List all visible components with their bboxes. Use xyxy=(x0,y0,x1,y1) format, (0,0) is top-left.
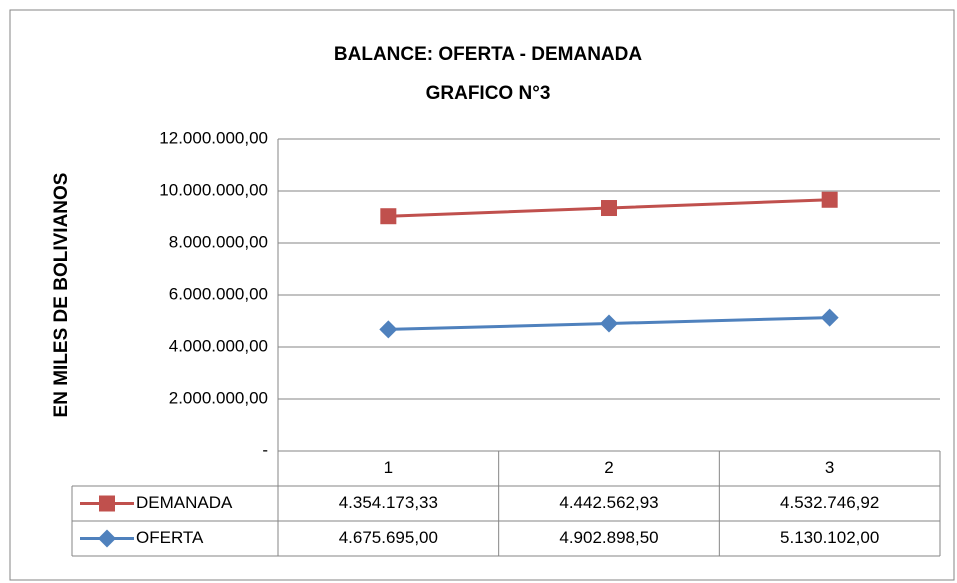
x-tick-label: 1 xyxy=(384,458,393,477)
legend-label: DEMANADA xyxy=(136,493,233,512)
data-point xyxy=(821,191,838,208)
table-value: 4.532.746,92 xyxy=(780,493,879,512)
table-value: 5.130.102,00 xyxy=(780,528,879,547)
y-tick-label: 4.000.000,00 xyxy=(169,336,268,355)
data-point xyxy=(379,320,398,339)
y-tick-label: 8.000.000,00 xyxy=(169,232,268,251)
legend-marker xyxy=(98,529,116,548)
y-tick-label: 12.000.000,00 xyxy=(159,128,268,147)
y-tick-label: 6.000.000,00 xyxy=(169,284,268,303)
table-value: 4.442.562,93 xyxy=(559,493,658,512)
data-point xyxy=(380,208,397,225)
chart-subtitle: GRAFICO N°3 xyxy=(426,83,551,104)
y-axis-label: EN MILES DE BOLIVIANOS xyxy=(51,173,72,418)
y-tick-label: 10.000.000,00 xyxy=(159,180,268,199)
data-point xyxy=(600,314,618,333)
table-value: 4.675.695,00 xyxy=(339,528,438,547)
y-tick-label: - xyxy=(262,440,268,459)
chart-title: BALANCE: OFERTA - DEMANADA xyxy=(334,44,642,65)
y-tick-label: 2.000.000,00 xyxy=(169,388,268,407)
x-tick-label: 3 xyxy=(825,458,834,477)
table-value: 4.902.898,50 xyxy=(559,528,658,547)
x-tick-label: 2 xyxy=(604,458,613,477)
data-point xyxy=(601,200,617,217)
legend-marker xyxy=(99,495,115,512)
data-point xyxy=(820,308,839,327)
table-value: 4.354.173,33 xyxy=(339,493,438,512)
legend-label: OFERTA xyxy=(136,528,204,547)
